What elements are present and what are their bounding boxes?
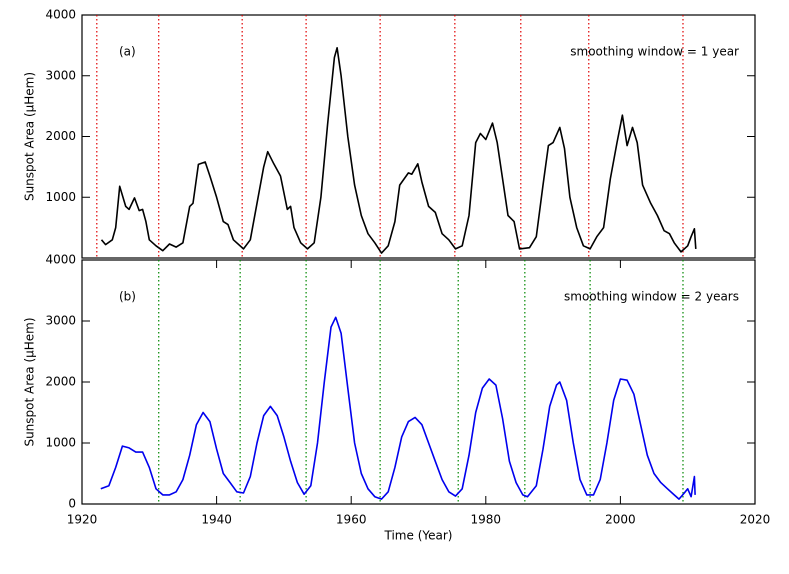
- annotation: smoothing window = 2 years: [564, 290, 739, 304]
- series-line: [100, 47, 697, 254]
- y-tick-label: 1000: [45, 436, 76, 450]
- y-tick-label: 1000: [45, 190, 76, 204]
- y-tick-label: 3000: [45, 314, 76, 328]
- y-tick-label: 2000: [45, 129, 76, 143]
- x-axis-label: Time (Year): [384, 529, 453, 543]
- annotation: smoothing window = 1 year: [570, 45, 739, 59]
- y-tick-label: 3000: [45, 68, 76, 82]
- x-tick-label: 1960: [336, 513, 367, 527]
- x-tick-label: 1940: [201, 513, 232, 527]
- y-tick-label: 4000: [45, 253, 76, 267]
- x-tick-label: 1920: [67, 513, 98, 527]
- x-tick-label: 1980: [471, 513, 502, 527]
- y-axis-label: Sunspot Area (μHem): [23, 72, 37, 201]
- y-tick-label: 0: [68, 497, 76, 511]
- series-line: [100, 316, 696, 500]
- panel-label: (a): [119, 45, 136, 59]
- x-tick-label: 2020: [740, 513, 771, 527]
- y-tick-label: 2000: [45, 375, 76, 389]
- x-tick-label: 2000: [605, 513, 636, 527]
- y-axis-label: Sunspot Area (μHem): [23, 317, 37, 446]
- y-tick-label: 4000: [45, 8, 76, 22]
- panel-label: (b): [119, 290, 136, 304]
